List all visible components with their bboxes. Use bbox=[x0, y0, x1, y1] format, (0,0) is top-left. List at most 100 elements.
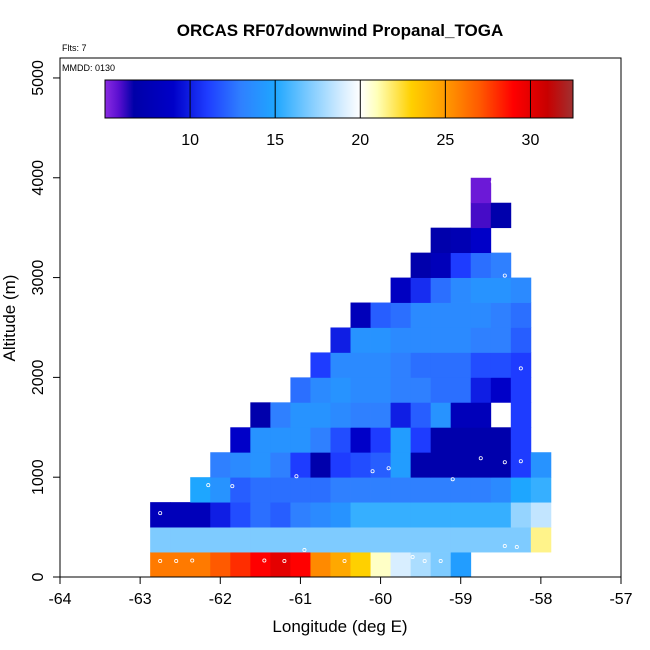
sample-marker bbox=[502, 460, 507, 465]
heatmap-cell bbox=[150, 527, 171, 553]
heatmap-cell bbox=[390, 377, 412, 403]
heatmap-cell bbox=[510, 277, 532, 303]
heatmap-cell bbox=[230, 527, 251, 553]
x-tick-label: -62 bbox=[209, 591, 232, 608]
heatmap-cell bbox=[230, 427, 251, 453]
heatmap-cell bbox=[190, 502, 211, 528]
heatmap-cell bbox=[350, 452, 371, 478]
heatmap-cell bbox=[210, 527, 231, 553]
colorbar-tick-label: 10 bbox=[181, 132, 199, 149]
heatmap-cell bbox=[470, 227, 492, 254]
heatmap-cell bbox=[230, 477, 251, 503]
heatmap-cell bbox=[410, 352, 432, 378]
sample-marker bbox=[262, 558, 267, 563]
heatmap-cell bbox=[170, 502, 191, 528]
heatmap-cell bbox=[270, 477, 291, 503]
heatmap-cell bbox=[510, 452, 532, 478]
y-tick-label: 0 bbox=[30, 572, 47, 581]
heatmap-cell bbox=[450, 327, 472, 353]
heatmap-cell bbox=[430, 352, 452, 378]
heatmap-cell bbox=[470, 402, 492, 428]
heatmap-cell bbox=[290, 377, 311, 403]
heatmap-cell bbox=[170, 552, 191, 578]
heatmap-cell bbox=[450, 277, 472, 303]
sample-marker bbox=[294, 474, 299, 479]
heatmap-cell bbox=[310, 377, 331, 403]
heatmap-cell bbox=[430, 377, 452, 403]
heatmap-cell bbox=[410, 277, 432, 303]
x-axis-label: Longitude (deg E) bbox=[272, 617, 407, 636]
plot-frame bbox=[59, 57, 622, 578]
heatmap-cell bbox=[390, 452, 412, 478]
heatmap-cell bbox=[190, 527, 211, 553]
heatmap-cell bbox=[450, 377, 472, 403]
heatmap-cell bbox=[350, 552, 371, 578]
heatmap-cell bbox=[210, 477, 231, 503]
heatmap-cell bbox=[270, 402, 291, 428]
y-axis: 0 1000 2000 3000 4000 5000 bbox=[30, 60, 60, 581]
heatmap-cell bbox=[450, 452, 472, 478]
heatmap-cell bbox=[470, 352, 492, 378]
heatmap-cell bbox=[210, 552, 231, 578]
heatmap-cell bbox=[330, 327, 351, 353]
heatmap-cell bbox=[410, 327, 432, 353]
x-tick-label: -63 bbox=[129, 591, 152, 608]
heatmap-cell bbox=[290, 427, 311, 453]
heatmap-cell bbox=[470, 377, 492, 403]
heatmap-cell bbox=[490, 452, 512, 478]
sample-marker bbox=[502, 544, 507, 549]
heatmap-cell bbox=[510, 302, 532, 328]
heatmap-cell bbox=[390, 352, 412, 378]
heatmap-cell bbox=[350, 477, 371, 503]
y-axis-label: Altitude (m) bbox=[0, 275, 19, 362]
heatmap-cell bbox=[390, 277, 412, 303]
heatmap-cell bbox=[190, 552, 211, 578]
heatmap-cell bbox=[350, 352, 371, 378]
heatmap-cell bbox=[490, 377, 512, 403]
heatmap-cells bbox=[150, 177, 552, 578]
heatmap-cell bbox=[210, 502, 231, 528]
heatmap-cell bbox=[490, 302, 512, 328]
heatmap-cell bbox=[350, 327, 371, 353]
heatmap-cell bbox=[210, 452, 231, 478]
heatmap-cell bbox=[310, 552, 331, 578]
heatmap-cell bbox=[370, 427, 391, 453]
heatmap-cell bbox=[310, 427, 331, 453]
x-tick-label: -61 bbox=[289, 591, 312, 608]
sample-marker bbox=[438, 559, 443, 564]
heatmap-cell bbox=[250, 502, 271, 528]
heatmap-cell bbox=[450, 402, 472, 428]
heatmap-cell bbox=[450, 352, 472, 378]
heatmap-cell bbox=[450, 527, 472, 553]
heatmap-cell bbox=[470, 177, 492, 204]
heatmap-cell bbox=[510, 327, 532, 353]
heatmap-cell bbox=[310, 452, 331, 478]
sample-marker bbox=[206, 483, 211, 488]
heatmap-cell bbox=[490, 252, 512, 278]
heatmap-cell bbox=[250, 402, 271, 428]
heatmap-cell bbox=[410, 302, 432, 328]
heatmap-cell bbox=[230, 452, 251, 478]
heatmap-cell bbox=[370, 477, 391, 503]
heatmap-cell bbox=[390, 402, 412, 428]
heatmap-cell bbox=[310, 402, 331, 428]
heatmap-cell bbox=[350, 402, 371, 428]
heatmap-cell bbox=[490, 527, 512, 553]
heatmap-cell bbox=[310, 502, 331, 528]
colorbar-tick-label: 20 bbox=[351, 132, 369, 149]
heatmap-cell bbox=[450, 227, 472, 254]
heatmap-cell bbox=[450, 252, 472, 278]
heatmap-cell bbox=[430, 427, 452, 453]
heatmap-cell bbox=[330, 377, 351, 403]
sample-marker bbox=[422, 559, 427, 564]
heatmap-cell bbox=[390, 527, 412, 553]
heatmap-cell bbox=[330, 502, 351, 528]
sample-marker bbox=[342, 559, 347, 564]
sample-marker bbox=[282, 559, 287, 564]
heatmap-cell bbox=[450, 302, 472, 328]
sample-marker bbox=[302, 548, 307, 553]
heatmap-cell bbox=[270, 502, 291, 528]
heatmap-cell bbox=[490, 327, 512, 353]
heatmap-cell bbox=[390, 477, 412, 503]
